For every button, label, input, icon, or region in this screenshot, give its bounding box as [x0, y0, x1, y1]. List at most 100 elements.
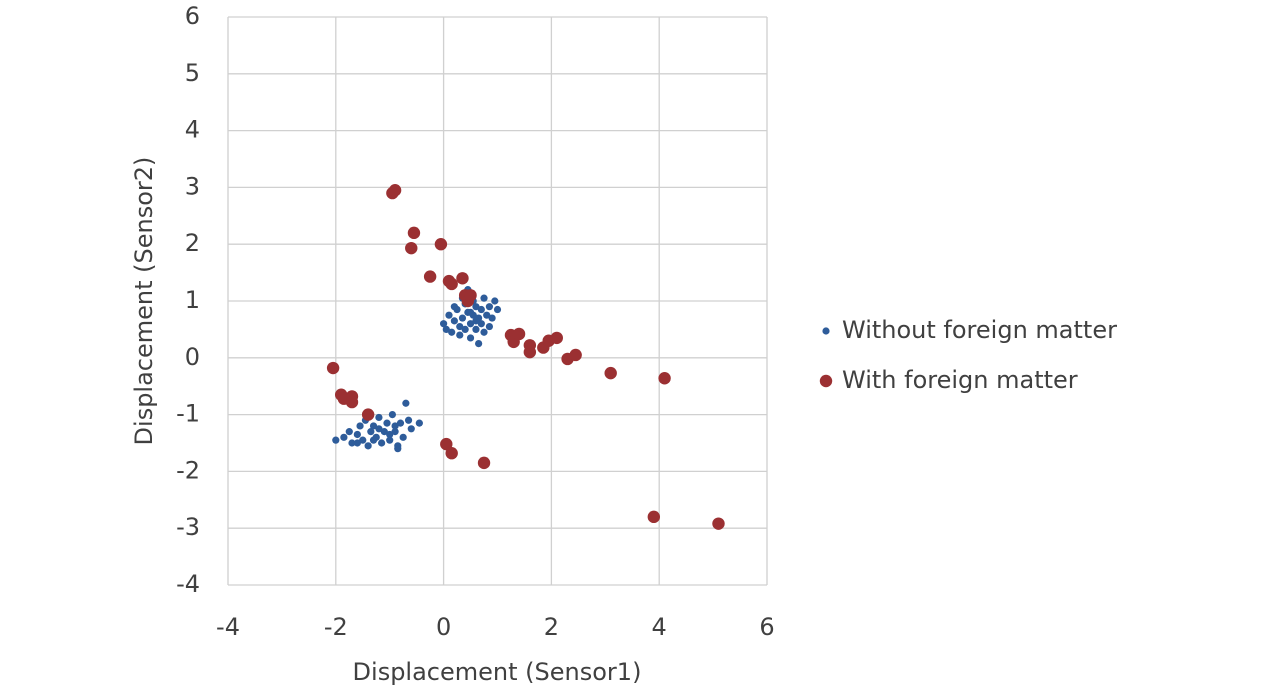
- scatter-point: [396, 419, 405, 427]
- scatter-point: [464, 289, 477, 302]
- scatter-point: [461, 325, 469, 333]
- scatter-point: [472, 325, 480, 333]
- scatter-point: [472, 317, 480, 325]
- y-tick-label: 6: [185, 2, 200, 30]
- scatter-point: [402, 399, 410, 407]
- scatter-point: [407, 226, 421, 240]
- scatter-point: [399, 433, 407, 441]
- scatter-point: [448, 328, 456, 336]
- scatter-point: [367, 428, 375, 436]
- scatter-point: [348, 439, 356, 447]
- scatter-point: [445, 277, 458, 291]
- scatter-point: [440, 320, 448, 328]
- legend-label: With foreign matter: [842, 366, 1078, 394]
- scatter-point: [485, 303, 494, 311]
- scatter-point: [493, 305, 502, 314]
- scatter-point: [466, 320, 475, 328]
- scatter-point: [450, 317, 458, 325]
- scatter-point: [456, 331, 464, 339]
- scatter-point: [512, 327, 526, 341]
- scatter-point: [332, 436, 340, 444]
- scatter-point: [488, 314, 496, 322]
- y-tick-label: 2: [185, 229, 200, 257]
- scatter-point: [604, 366, 617, 380]
- scatter-point: [483, 311, 491, 319]
- x-tick-label: 2: [544, 613, 559, 641]
- y-tick-label: 5: [185, 59, 200, 87]
- scatter-point: [364, 442, 372, 450]
- scatter-point: [477, 320, 485, 328]
- scatter-point: [456, 272, 469, 285]
- y-tick-label: -4: [176, 570, 200, 598]
- scatter-point: [477, 456, 491, 470]
- y-tick-label: 4: [185, 116, 200, 144]
- legend-marker: [822, 327, 830, 335]
- scatter-point: [407, 425, 415, 433]
- scatter-point: [340, 433, 348, 441]
- scatter-point: [405, 241, 418, 255]
- scatter-point: [480, 294, 488, 302]
- scatter-point: [353, 439, 361, 447]
- scatter-point: [458, 314, 467, 322]
- scatter-point: [391, 422, 399, 430]
- y-tick-label: 3: [185, 172, 200, 200]
- scatter-point: [485, 322, 494, 331]
- scatter-point: [445, 447, 458, 460]
- scatter-point: [442, 325, 450, 333]
- scatter-point: [383, 419, 391, 427]
- scatter-point: [356, 422, 364, 430]
- scatter-point: [361, 408, 375, 421]
- scatter-point: [394, 445, 402, 453]
- scatter-point: [326, 361, 340, 375]
- scatter-point: [345, 428, 353, 436]
- scatter-point: [466, 308, 475, 316]
- scatter-point: [369, 436, 378, 444]
- scatter-point: [386, 430, 394, 439]
- scatter-point: [658, 372, 671, 385]
- x-axis-title: Displacement (Sensor1): [353, 658, 642, 686]
- scatter-point: [378, 439, 386, 447]
- scatter-point: [569, 348, 582, 362]
- y-axis-title: Displacement (Sensor2): [130, 157, 158, 446]
- y-tick-label: -3: [176, 513, 200, 541]
- scatter-point: [477, 305, 485, 314]
- scatter-point: [480, 328, 488, 336]
- legend-marker: [819, 374, 833, 388]
- scatter-point: [434, 238, 448, 251]
- x-tick-label: 0: [436, 613, 451, 641]
- scatter-point: [466, 334, 475, 342]
- scatter-point: [647, 510, 661, 524]
- scatter-point: [345, 395, 359, 409]
- scatter-point: [386, 436, 394, 444]
- y-tick-label: -2: [176, 456, 200, 484]
- scatter-point: [369, 422, 378, 430]
- scatter-point: [450, 303, 458, 311]
- scatter-point: [475, 340, 483, 348]
- legend-label: Without foreign matter: [842, 316, 1117, 344]
- scatter-point: [472, 303, 480, 311]
- scatter-point: [380, 428, 388, 436]
- scatter-point: [712, 517, 725, 530]
- x-tick-label: -2: [324, 613, 348, 641]
- scatter-point: [391, 428, 399, 436]
- x-tick-label: 4: [652, 613, 667, 641]
- scatter-point: [353, 430, 361, 439]
- scatter-point: [375, 413, 383, 422]
- scatter-point: [423, 270, 437, 283]
- scatter-point: [388, 411, 396, 419]
- scatter-point: [359, 436, 367, 444]
- scatter-point: [388, 184, 402, 197]
- scatter-point: [491, 297, 499, 305]
- scatter-point: [445, 311, 453, 319]
- scatter-point: [440, 437, 453, 451]
- y-tick-label: 1: [185, 286, 200, 314]
- scatter-point: [375, 425, 383, 433]
- scatter-point: [415, 419, 423, 427]
- scatter-point: [404, 416, 413, 424]
- scatter-point: [456, 322, 464, 331]
- scatter-point: [550, 331, 563, 345]
- x-tick-label: 6: [759, 613, 774, 641]
- scatter-point: [523, 345, 537, 359]
- y-tick-label: 0: [185, 343, 200, 371]
